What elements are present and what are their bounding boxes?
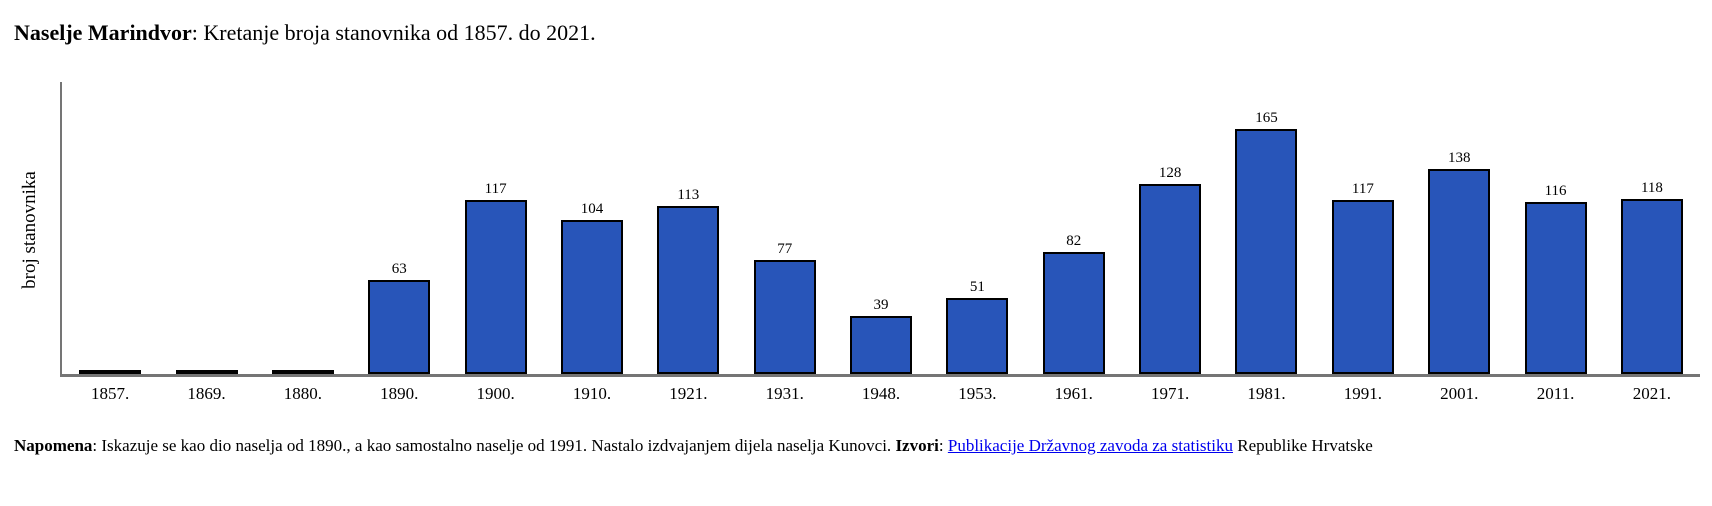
bar-value-label: 116 xyxy=(1544,183,1567,199)
bar xyxy=(1235,129,1298,374)
bar-slot: 118 xyxy=(1604,179,1700,374)
bar xyxy=(1139,184,1202,374)
bar-slot: 104 xyxy=(544,200,640,374)
footnote: Napomena: Iskazuje se kao dio naselja od… xyxy=(14,436,1373,456)
bar-value-label: 117 xyxy=(484,181,507,197)
bar-slot: 165 xyxy=(1218,109,1314,374)
y-axis-label: broj stanovnika xyxy=(19,170,40,289)
bar xyxy=(1524,202,1587,374)
bar-slot: 117 xyxy=(447,180,543,374)
bar-slot xyxy=(255,350,351,374)
bar xyxy=(1331,200,1394,374)
x-tick-label: 1910. xyxy=(572,384,612,403)
x-tick-label: 1981. xyxy=(1247,384,1286,403)
bar-slot: 116 xyxy=(1507,182,1603,374)
plot-area: 63 117 104 113 77 39 51 82 128 165 117 138 116 118 xyxy=(60,82,1700,377)
x-tick-label: 1953. xyxy=(958,384,997,403)
x-tick-label: 1961. xyxy=(1054,384,1093,403)
bar xyxy=(271,370,334,374)
bar xyxy=(175,370,238,374)
x-tick-label: 1921. xyxy=(669,384,708,403)
bar-value-label: 118 xyxy=(1640,180,1663,196)
bar-value-label: 165 xyxy=(1255,110,1278,126)
x-tick-label: 1900. xyxy=(476,384,515,403)
x-tick-label: 2011. xyxy=(1536,384,1575,403)
bar-slot: 63 xyxy=(351,260,447,374)
bar-slot: 113 xyxy=(640,186,736,374)
population-bar-chart: broj stanovnika 63 117 104 113 77 39 51 82 128 16… xyxy=(0,82,1712,404)
bar xyxy=(368,280,431,374)
source-link[interactable]: Publikacije Državnog zavoda za statistik… xyxy=(947,436,1233,455)
x-tick-label: 1991. xyxy=(1343,384,1382,403)
bar-slot: 138 xyxy=(1411,149,1507,374)
bar-slot: 77 xyxy=(737,240,833,374)
x-tick-label: 1880. xyxy=(283,384,323,403)
bar-value-label: 117 xyxy=(1351,181,1374,197)
bar-slot: 82 xyxy=(1026,232,1122,374)
bar-slot xyxy=(62,350,158,374)
x-tick-label: 1890. xyxy=(380,384,419,403)
bar xyxy=(79,370,142,374)
x-tick-label: 1857. xyxy=(91,384,130,403)
bar-slot: 128 xyxy=(1122,164,1218,374)
x-tick-label: 1931. xyxy=(765,384,804,403)
bar-value-label: 128 xyxy=(1158,165,1182,181)
footnote-napomena-text: : Iskazuje se kao dio naselja od 1890., … xyxy=(92,436,896,455)
x-tick-label: 2001. xyxy=(1440,384,1479,403)
y-axis-label-wrap: broj stanovnika xyxy=(0,82,60,377)
page-title: Naselje Marindvor: Kretanje broja stanov… xyxy=(14,20,596,46)
x-tick-label: 1971. xyxy=(1151,384,1190,403)
x-axis-labels: 1857. 1869. 1880. 1890. 1900. 1910. 1921. 1931.… xyxy=(62,377,1700,404)
bar-value-label: 51 xyxy=(969,279,985,295)
bar xyxy=(1042,252,1105,374)
bar-value-label: 104 xyxy=(580,201,604,217)
bar xyxy=(657,206,720,374)
page-title-settlement: Naselje Marindvor xyxy=(14,20,192,45)
bar-value-label: 82 xyxy=(1066,233,1082,249)
footnote-izvori-sep: : xyxy=(938,436,948,455)
footnote-napomena-label: Napomena xyxy=(14,436,93,455)
bar-value-label: 113 xyxy=(677,187,700,203)
bar-slot xyxy=(158,350,254,374)
bar-value-label: 39 xyxy=(873,297,889,313)
bar-slot: 51 xyxy=(929,278,1025,374)
bar xyxy=(1428,169,1491,374)
page-title-rest: : Kretanje broja stanovnika od 1857. do … xyxy=(191,20,596,45)
x-tick-label: 1869. xyxy=(187,384,226,403)
footnote-izvori-label: Izvori xyxy=(895,436,939,455)
x-tick-label: 1948. xyxy=(861,384,901,403)
bar-value-label: 138 xyxy=(1447,150,1471,166)
bar xyxy=(464,200,527,374)
bar xyxy=(946,298,1009,374)
footnote-source-suffix: Republike Hrvatske xyxy=(1233,436,1373,455)
bar xyxy=(1620,199,1683,374)
x-tick-label: 2021. xyxy=(1632,384,1672,403)
chart-row: broj stanovnika 63 117 104 113 77 39 51 82 128 16… xyxy=(0,82,1712,377)
bar-value-label: 77 xyxy=(777,241,793,257)
bar-value-label: 63 xyxy=(391,261,407,277)
bar xyxy=(560,220,623,374)
bar xyxy=(753,260,816,374)
bar-slot: 117 xyxy=(1315,180,1411,374)
bar xyxy=(850,316,913,374)
bar-slot: 39 xyxy=(833,296,929,374)
